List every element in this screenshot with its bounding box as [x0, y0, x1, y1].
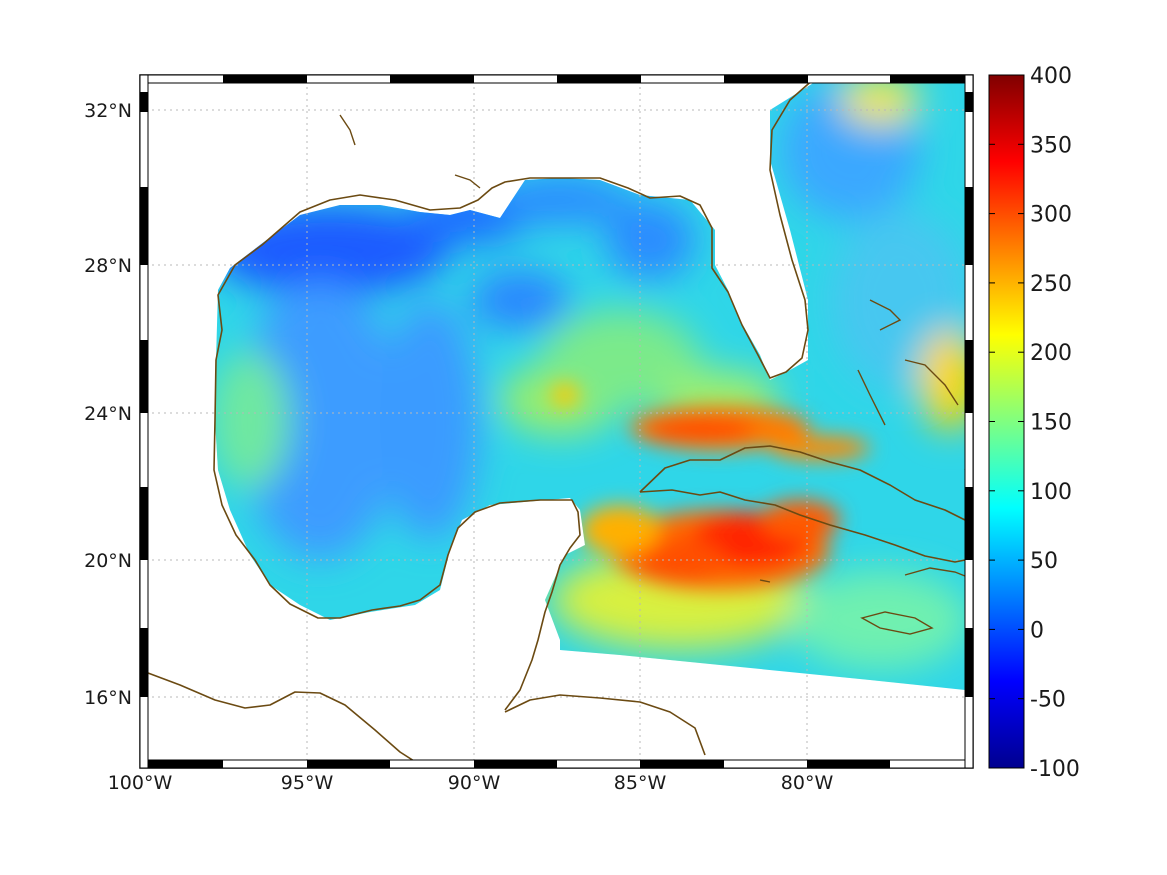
lon-tick-label: 80°W: [781, 772, 834, 794]
lon-tick-label: 90°W: [448, 772, 501, 794]
colorbar-tick-label: -100: [1030, 757, 1080, 782]
lat-tick-label: 16°N: [84, 687, 132, 709]
lat-tick-label: 20°N: [84, 550, 132, 572]
lon-tick-label: 85°W: [614, 772, 667, 794]
colorbar-tick-label: 100: [1030, 480, 1072, 505]
colorbar-tick-label: 400: [1030, 64, 1072, 89]
map-frame: [139, 74, 974, 769]
longitude-ticks: 100°W 95°W 90°W 85°W 80°W: [108, 772, 834, 794]
latitude-ticks: 32°N 28°N 24°N 20°N 16°N: [84, 100, 132, 709]
colorbar: 400 350 300 250 200 150 100 50 0 -50 -100: [988, 64, 1080, 782]
lat-tick-label: 32°N: [84, 100, 132, 122]
lon-tick-label: 100°W: [108, 772, 173, 794]
coastlines: [139, 77, 971, 769]
lat-tick-label: 24°N: [84, 403, 132, 425]
colorbar-tick-label: 0: [1030, 618, 1044, 643]
colorbar-tick-label: 350: [1030, 133, 1072, 158]
colorbar-tick-label: 250: [1030, 272, 1072, 297]
lat-tick-label: 28°N: [84, 255, 132, 277]
colorbar-tick-label: -50: [1030, 688, 1066, 713]
lon-tick-label: 95°W: [281, 772, 334, 794]
colorbar-tick-label: 300: [1030, 203, 1072, 228]
colorbar-tick-label: 150: [1030, 411, 1072, 436]
colorbar-tick-label: 200: [1030, 341, 1072, 366]
colorbar-tick-label: 50: [1030, 549, 1058, 574]
graticule: [140, 75, 973, 768]
